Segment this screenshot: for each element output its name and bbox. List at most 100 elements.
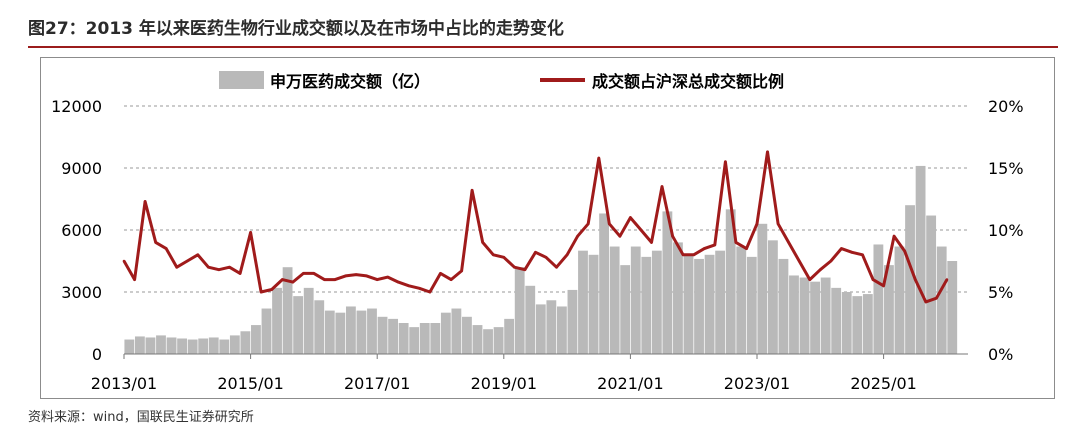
volume-bar [546, 300, 557, 354]
legend-label-bar: 申万医药成交额（亿） [270, 72, 430, 91]
gridlines [124, 105, 968, 355]
ratio-point [302, 272, 305, 275]
ratio-point [576, 234, 579, 238]
ratio-point [639, 228, 643, 232]
volume-bar [915, 165, 926, 354]
volume-bar [746, 256, 757, 354]
right-axis-tick-label: 10% [988, 221, 1024, 240]
ratio-point [133, 278, 136, 281]
volume-bar [651, 250, 662, 354]
ratio-point [249, 231, 252, 234]
volume-bar [862, 294, 873, 354]
volume-bar [409, 327, 420, 354]
volume-bar [124, 339, 135, 354]
volume-bar [145, 337, 156, 354]
ratio-point [629, 216, 632, 219]
ratio-point [671, 234, 674, 238]
ratio-point [871, 278, 875, 281]
right-axis-tick-label: 20% [988, 97, 1024, 116]
line-series [122, 150, 949, 304]
ratio-point [407, 284, 411, 288]
ratio-point [745, 247, 748, 250]
ratio-point [428, 290, 432, 294]
volume-bar [599, 213, 610, 354]
ratio-point [270, 288, 274, 291]
ratio-point [481, 241, 485, 244]
ratio-point [734, 241, 738, 244]
volume-bar [757, 223, 768, 354]
volume-bar [303, 287, 314, 354]
title-rule [28, 46, 1058, 48]
volume-bar [156, 335, 166, 354]
volume-bar [462, 316, 472, 354]
volume-bar [926, 215, 937, 354]
volume-bar [641, 256, 652, 354]
volume-bar [514, 267, 525, 354]
x-axis-tick-label: 2021/01 [597, 374, 663, 393]
volume-bar [767, 240, 778, 354]
ratio-point [608, 222, 611, 226]
volume-bar [388, 318, 399, 354]
ratio-point [819, 268, 822, 271]
ratio-point [365, 274, 368, 278]
volume-bar [725, 209, 736, 354]
source-note: 资料来源：wind，国联民生证券研究所 [28, 410, 254, 425]
ratio-point [660, 185, 664, 188]
ratio-point [544, 255, 548, 259]
x-axis-tick-label: 2025/01 [850, 374, 916, 393]
volume-bar [683, 254, 694, 354]
ratio-point [344, 274, 347, 278]
volume-bar [715, 250, 726, 354]
ratio-point [523, 268, 527, 271]
ratio-point [850, 251, 854, 254]
bar-series [124, 165, 958, 354]
left-axis-tick-label: 12000 [51, 97, 102, 116]
ratio-point [681, 253, 685, 257]
volume-bar [367, 308, 377, 354]
volume-bar [356, 310, 367, 354]
ratio-point [502, 255, 506, 259]
ratio-point [280, 278, 284, 281]
ratio-point [755, 222, 759, 226]
ratio-point [196, 253, 200, 257]
ratio-point [713, 243, 717, 247]
ratio-point [513, 265, 516, 269]
volume-bar [778, 258, 789, 354]
volume-bar [419, 323, 430, 354]
ratio-point [470, 189, 474, 192]
volume-bar [736, 246, 747, 354]
ratio-point [323, 278, 326, 281]
volume-bar [198, 338, 209, 354]
ratio-point [143, 200, 147, 203]
volume-bar [272, 287, 282, 354]
volume-bar [694, 258, 704, 354]
ratio-point [449, 278, 453, 281]
volume-bar [820, 277, 831, 354]
ratio-point [903, 249, 906, 253]
ratio-point [882, 284, 885, 288]
volume-bar [620, 265, 631, 354]
ratio-point [154, 241, 157, 244]
x-axis-tick-label: 2023/01 [724, 374, 790, 393]
ratio-point [534, 251, 537, 254]
volume-bar [662, 211, 673, 354]
legend-swatch-bar [219, 71, 264, 89]
ratio-point [491, 253, 495, 257]
ratio-point [776, 222, 780, 226]
volume-bar [609, 246, 620, 354]
volume-bar [451, 308, 462, 354]
volume-bar [398, 323, 409, 354]
ratio-point [565, 253, 569, 257]
ratio-point [586, 222, 590, 226]
volume-bar [187, 339, 198, 354]
left-axis-tick-label: 0 [92, 345, 102, 364]
ratio-point [797, 259, 801, 263]
volume-bar [567, 289, 578, 354]
ratio-point [702, 247, 706, 250]
volume-bar [936, 246, 947, 354]
ratio-point [312, 272, 316, 275]
volume-bar [810, 281, 821, 354]
volume-bar [430, 323, 441, 354]
ratio-point [597, 156, 601, 160]
